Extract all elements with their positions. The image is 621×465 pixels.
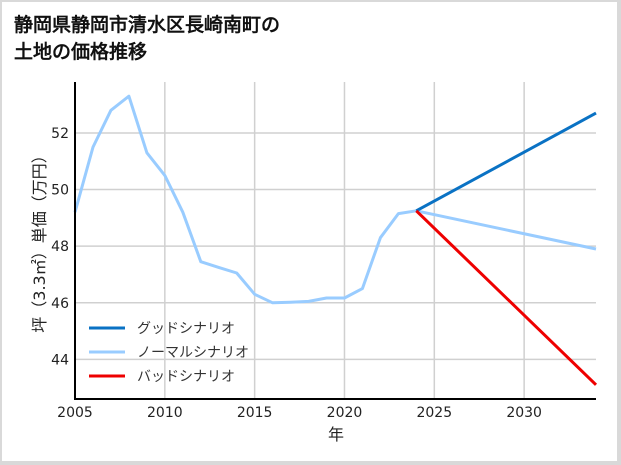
legend-item: ノーマルシナリオ: [89, 345, 249, 361]
x-tick-label: 2005: [57, 405, 93, 421]
x-tick-label: 2030: [506, 405, 542, 421]
chart-title-line2: 土地の価格推移: [14, 41, 148, 63]
legend-label: バッドシナリオ: [137, 369, 235, 385]
legend-item: バッドシナリオ: [89, 369, 235, 385]
series-lines: [73, 94, 598, 386]
series-line-2: [415, 209, 598, 386]
x-tick-label: 2020: [327, 405, 363, 421]
x-tick-label: 2010: [147, 405, 183, 421]
x-axis-label: 年: [328, 425, 344, 444]
axes: [74, 82, 596, 400]
x-tick-label: 2025: [416, 405, 452, 421]
series-line-1: [73, 94, 597, 305]
series-line-0: [415, 111, 597, 213]
legend-item: グッドシナリオ: [89, 321, 235, 337]
x-tick-label: 2015: [237, 405, 273, 421]
legend-label: グッドシナリオ: [137, 321, 235, 337]
chart-title-line1: 静岡県静岡市清水区長崎南町の: [14, 14, 281, 36]
y-tick-label: 46: [51, 296, 69, 312]
y-tick-label: 52: [51, 126, 69, 142]
y-tick-label: 50: [51, 183, 69, 199]
y-axis-label: 坪（3.3㎡）単価（万円）: [30, 147, 49, 332]
legend-label: ノーマルシナリオ: [137, 345, 249, 361]
tick-labels: 2005 2010 2015 2020 2025 2030 44 46 48 50 52: [51, 126, 542, 421]
chart-title: 静岡県静岡市清水区長崎南町の 土地の価格推移: [14, 12, 280, 66]
y-tick-label: 48: [51, 239, 69, 255]
y-tick-label: 44: [51, 352, 69, 368]
